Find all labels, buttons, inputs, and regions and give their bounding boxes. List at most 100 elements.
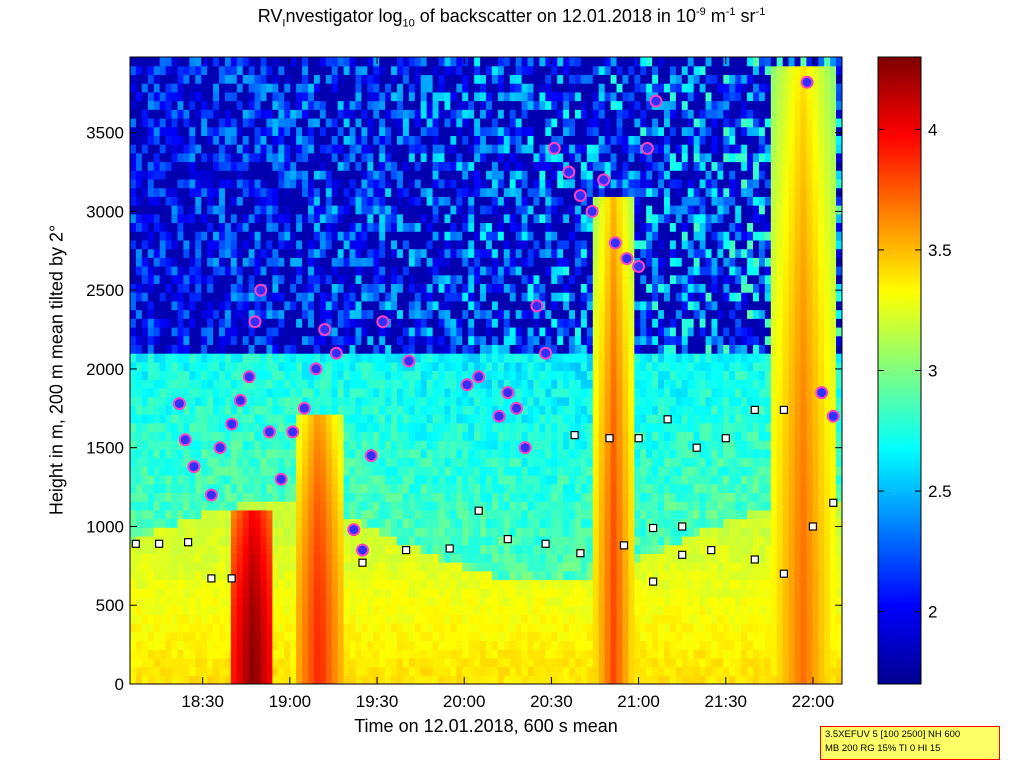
heatmap-cell bbox=[361, 335, 368, 345]
heatmap-cell bbox=[171, 387, 179, 398]
heatmap-cell bbox=[533, 640, 540, 650]
heatmap-cell bbox=[539, 596, 546, 607]
heatmap-cell bbox=[153, 675, 161, 684]
heatmap-cell bbox=[284, 553, 291, 563]
heatmap-cell bbox=[491, 266, 499, 276]
heatmap-cell bbox=[130, 266, 137, 276]
heatmap-cell bbox=[135, 631, 143, 642]
heatmap-cell bbox=[230, 448, 238, 459]
heatmap-cell bbox=[426, 396, 434, 406]
heatmap-cell bbox=[343, 318, 351, 328]
heatmap-cell bbox=[331, 74, 339, 84]
heatmap-cell bbox=[361, 100, 368, 110]
heatmap-cell bbox=[462, 614, 469, 624]
heatmap-cell bbox=[189, 187, 196, 197]
heatmap-cell bbox=[515, 518, 523, 528]
heatmap-cell bbox=[515, 361, 523, 372]
heatmap-cell bbox=[130, 422, 137, 433]
heatmap-cell bbox=[533, 387, 540, 398]
heatmap-cell bbox=[456, 83, 463, 93]
heatmap-cell bbox=[527, 614, 535, 624]
heatmap-cell bbox=[141, 274, 149, 285]
heatmap-cell bbox=[224, 361, 232, 372]
heatmap-cell bbox=[391, 187, 398, 197]
heatmap-cell bbox=[147, 283, 155, 293]
heatmap-cell bbox=[236, 431, 244, 441]
heatmap-cell bbox=[438, 318, 446, 328]
heatmap-cell bbox=[426, 300, 434, 311]
heatmap-cell bbox=[468, 196, 475, 206]
heatmap-cell bbox=[147, 666, 155, 676]
heatmap-cell bbox=[521, 361, 529, 372]
heatmap-cell bbox=[349, 475, 357, 485]
heatmap-cell bbox=[462, 152, 469, 163]
heatmap-cell bbox=[462, 631, 469, 642]
heatmap-cell bbox=[290, 65, 297, 76]
heatmap-cell bbox=[343, 475, 351, 485]
heatmap-cell bbox=[308, 492, 315, 502]
heatmap-cell bbox=[450, 527, 457, 537]
heatmap-cell bbox=[224, 353, 232, 363]
heatmap-cell bbox=[248, 379, 256, 389]
heatmap-cell bbox=[183, 562, 190, 572]
heatmap-cell bbox=[171, 483, 179, 494]
heatmap-cell bbox=[414, 205, 422, 215]
heatmap-cell bbox=[272, 649, 279, 659]
heatmap-cell bbox=[165, 396, 173, 406]
heatmap-cell bbox=[462, 274, 469, 285]
heatmap-cell bbox=[503, 100, 511, 110]
heatmap-cell bbox=[486, 74, 493, 84]
heatmap-cell bbox=[171, 370, 179, 380]
heatmap-cell bbox=[402, 65, 410, 76]
heatmap-cell bbox=[444, 509, 451, 520]
heatmap-cell bbox=[201, 623, 208, 633]
heatmap-cell bbox=[213, 675, 220, 684]
heatmap-cell bbox=[177, 483, 184, 494]
heatmap-cell bbox=[183, 544, 190, 554]
heatmap-cell bbox=[503, 431, 511, 441]
heatmap-cell bbox=[207, 91, 214, 102]
heatmap-cell bbox=[159, 509, 167, 520]
heatmap-cell bbox=[337, 213, 345, 224]
heatmap-cell bbox=[319, 100, 327, 110]
heatmap-cell bbox=[159, 501, 167, 511]
heatmap-cell bbox=[159, 492, 167, 502]
heatmap-cell bbox=[242, 91, 250, 102]
heatmap-cell bbox=[171, 553, 179, 563]
heatmap-cell bbox=[343, 109, 351, 119]
heatmap-cell bbox=[521, 422, 529, 433]
heatmap-cell bbox=[456, 248, 463, 258]
heatmap-cell bbox=[153, 178, 161, 189]
heatmap-cell bbox=[278, 518, 285, 528]
heatmap-cell bbox=[337, 326, 345, 337]
heatmap-cell bbox=[284, 518, 291, 528]
heatmap-cell bbox=[509, 144, 517, 154]
heatmap-cell bbox=[153, 274, 161, 285]
heatmap-cell bbox=[503, 178, 511, 189]
heatmap-cell bbox=[343, 535, 351, 546]
heatmap-cell bbox=[183, 527, 190, 537]
heatmap-cell bbox=[450, 405, 457, 415]
heatmap-cell bbox=[373, 414, 380, 424]
heatmap-cell bbox=[355, 91, 362, 102]
heatmap-cell bbox=[272, 117, 279, 128]
heatmap-cell bbox=[201, 509, 208, 520]
heatmap-cell bbox=[302, 283, 309, 293]
heatmap-cell bbox=[260, 640, 268, 650]
heatmap-cell bbox=[159, 257, 167, 267]
heatmap-cell bbox=[325, 353, 333, 363]
heatmap-cell bbox=[284, 466, 291, 476]
heatmap-cell bbox=[497, 205, 505, 215]
heatmap-cell bbox=[266, 535, 273, 546]
heatmap-cell bbox=[278, 544, 285, 554]
heatmap-cell bbox=[284, 440, 291, 450]
heatmap-cell bbox=[450, 518, 457, 528]
heatmap-cell bbox=[444, 213, 451, 224]
heatmap-cell bbox=[491, 178, 499, 189]
heatmap-cell bbox=[486, 562, 493, 572]
heatmap-cell bbox=[462, 562, 469, 572]
heatmap-cell bbox=[325, 65, 333, 76]
heatmap-cell bbox=[325, 109, 333, 119]
heatmap-cell bbox=[408, 553, 416, 563]
heatmap-cell bbox=[480, 344, 487, 354]
